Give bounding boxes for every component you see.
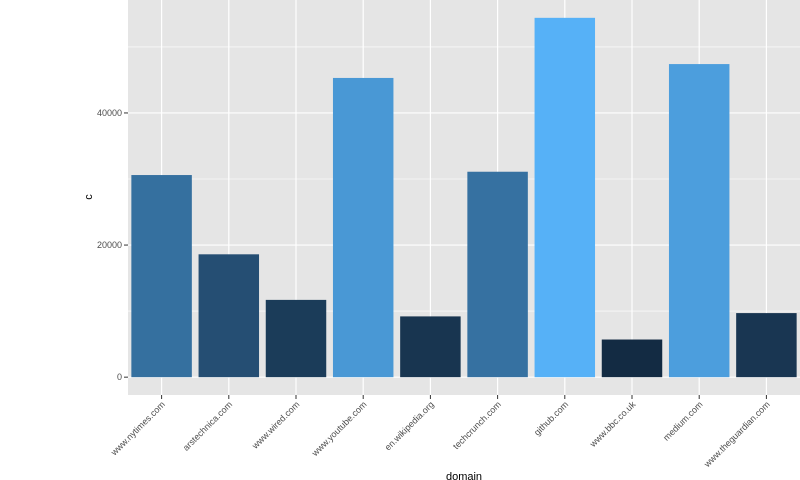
bar-techcrunch.com: [467, 171, 528, 378]
bar-www.wired.com: [265, 299, 327, 378]
bar-github.com: [534, 17, 596, 378]
y-tick-label: 40000: [97, 108, 122, 118]
x-axis: www.nytimes.com arstechnica.com www.wired.…: [108, 395, 772, 470]
bar-medium.com: [668, 64, 730, 378]
y-axis-title: c: [83, 194, 95, 200]
x-tick-label: www.bbc.co.uk: [587, 399, 638, 450]
bar-www.theguardian.com: [736, 313, 797, 378]
bar-www.bbc.co.uk: [601, 339, 663, 378]
y-tick-label: 0: [117, 372, 122, 382]
x-tick-label: www.youtube.com: [309, 399, 368, 458]
bar-www.nytimes.com: [131, 175, 192, 378]
x-tick-label: techcrunch.com: [451, 399, 503, 451]
x-tick-label: en.wikipedia.org: [383, 399, 436, 452]
x-tick-label: www.theguardian.com: [701, 399, 771, 469]
bars-group: [131, 17, 797, 378]
bar-www.youtube.com: [332, 77, 394, 378]
x-tick-label: arstechnica.com: [181, 399, 234, 452]
x-tick-label: www.nytimes.com: [108, 399, 167, 458]
bar-arstechnica.com: [198, 254, 260, 378]
x-tick-label: medium.com: [661, 399, 704, 442]
bar-en.wikipedia.org: [400, 316, 461, 378]
y-tick-label: 20000: [97, 240, 122, 250]
x-tick-label: www.wired.com: [249, 399, 301, 451]
y-axis: 0 20000 40000: [97, 108, 128, 382]
x-tick-label: github.com: [532, 399, 570, 437]
x-axis-title: domain: [446, 471, 482, 480]
